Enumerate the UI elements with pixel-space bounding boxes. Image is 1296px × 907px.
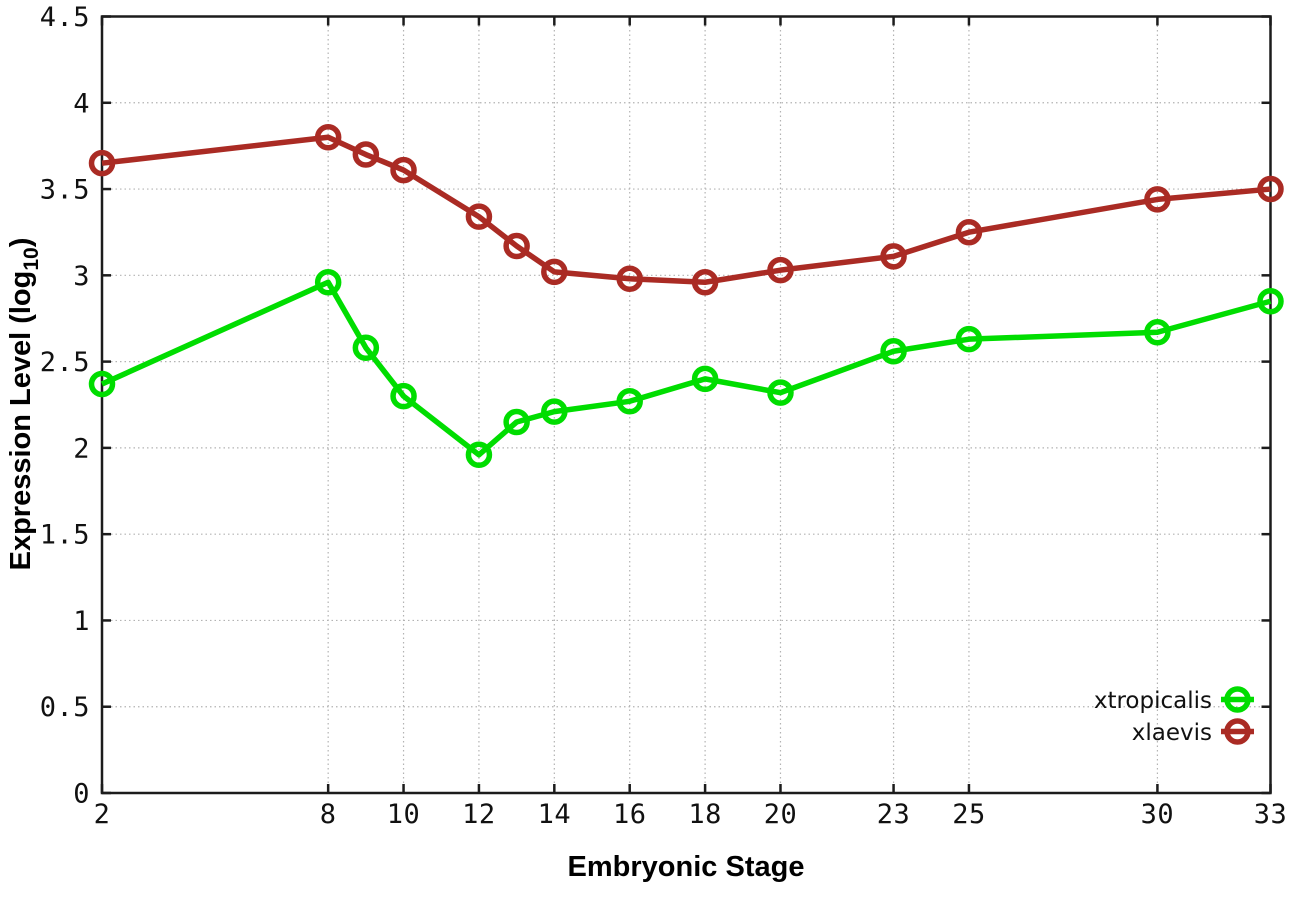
y-tick-label: 3.5 (40, 175, 90, 206)
x-tick-label: 10 (387, 799, 421, 830)
y-tick-label: 1 (73, 606, 90, 637)
data-point-xtropicalis (1257, 287, 1284, 315)
data-point-xlaevis (503, 232, 530, 260)
data-point-xtropicalis (691, 365, 719, 393)
series-layer (88, 124, 1284, 469)
legend-label-xtropicalis: xtropicalis (1094, 688, 1212, 714)
tick-label-layer: 0 0.5 1 1.5 2 2.5 3 3.5 4 4.5 2 8 10 12 14 16 18 20 23 25 30… (40, 2, 1288, 830)
legend-label-xlaevis: xlaevis (1132, 720, 1212, 746)
data-point-xlaevis (465, 203, 493, 230)
data-point-xtropicalis (616, 388, 643, 415)
x-tick-label: 23 (877, 799, 911, 830)
data-point-xlaevis (691, 268, 719, 296)
x-tick-label: 30 (1141, 799, 1175, 830)
x-tick-label: 18 (688, 799, 722, 830)
data-point-xlaevis (314, 124, 342, 151)
data-point-xtropicalis (390, 382, 417, 410)
x-tick-label: 12 (462, 799, 496, 830)
x-tick-label: 16 (613, 799, 647, 830)
legend: xtropicalis xlaevis (1094, 686, 1254, 746)
data-point-xlaevis (390, 156, 417, 184)
x-tick-label: 8 (320, 799, 337, 830)
data-point-xlaevis (88, 149, 116, 177)
data-point-xlaevis (616, 265, 643, 293)
x-tick-label: 2 (94, 799, 111, 830)
data-point-xtropicalis (541, 398, 568, 425)
legend-sample-marker-xtropicalis (1224, 686, 1251, 713)
y-axis-title-subscript: 10 (20, 247, 43, 270)
y-tick-label: 1.5 (40, 520, 90, 551)
x-axis-title: Embryonic Stage (568, 851, 805, 883)
x-tick-label: 14 (538, 799, 572, 830)
data-point-xtropicalis (465, 441, 493, 469)
y-tick-label: 2.5 (40, 347, 90, 378)
data-point-xtropicalis (503, 408, 530, 436)
data-point-xlaevis (1144, 186, 1171, 213)
y-axis-title-close: ) (5, 238, 37, 248)
data-point-xtropicalis (767, 379, 794, 406)
axis-layer (100, 15, 1272, 795)
series-line-xtropicalis (100, 279, 1272, 458)
legend-sample-marker-xlaevis (1224, 718, 1251, 745)
y-tick-label: 0 (73, 779, 90, 810)
data-point-xlaevis (955, 218, 983, 246)
x-tick-label: 25 (952, 799, 986, 830)
grid-layer (102, 16, 1271, 793)
y-tick-label: 4.5 (40, 2, 90, 33)
y-tick-label: 4 (73, 88, 90, 119)
data-point-xtropicalis (1144, 319, 1171, 346)
data-point-xtropicalis (955, 325, 983, 353)
x-tick-label: 33 (1254, 799, 1288, 830)
data-point-xlaevis (880, 243, 907, 270)
y-axis-title-main: Expression Level (log (5, 271, 37, 571)
data-point-xtropicalis (880, 338, 907, 365)
data-point-xlaevis (1257, 175, 1284, 203)
data-point-xtropicalis (314, 268, 342, 296)
y-tick-label: 0.5 (40, 692, 90, 723)
data-point-xlaevis (352, 141, 380, 168)
data-point-xlaevis (767, 256, 794, 284)
y-tick-label: 2 (73, 433, 90, 464)
data-point-xtropicalis (88, 370, 116, 398)
data-point-xtropicalis (352, 334, 380, 362)
data-point-xlaevis (541, 258, 568, 286)
y-axis-title: Expression Level (log10) (5, 238, 43, 571)
plot-border (100, 15, 1272, 795)
series-line-xlaevis (101, 134, 1271, 285)
y-tick-label: 3 (73, 261, 90, 292)
x-tick-label: 20 (764, 799, 798, 830)
